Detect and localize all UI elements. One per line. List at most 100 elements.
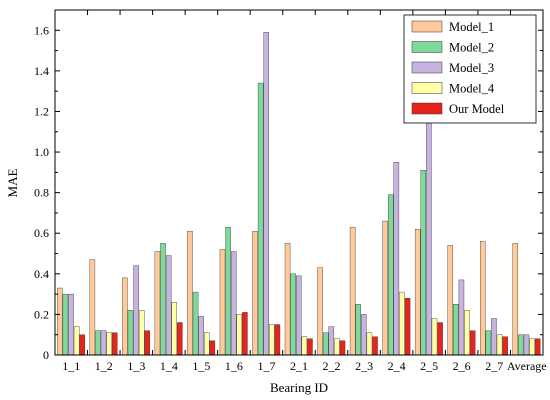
- y-tick-label: 0.4: [34, 267, 49, 281]
- bar-model_1-2_5: [414, 228, 421, 356]
- bar-model_3-2_6: [458, 279, 465, 356]
- legend-swatch-model_4: [411, 82, 443, 94]
- y-tick-label: 0.8: [34, 186, 49, 200]
- bar-model_2-2_5: [420, 170, 427, 356]
- legend-label: Model_4: [449, 82, 495, 96]
- x-tick-label: 2_6: [453, 359, 471, 373]
- bar-model_4-2_4: [399, 291, 405, 356]
- x-axis-ticks: 1_1 1_2 1_3 1_4 1_5 1_6 1_7 2_1 2_2 2_3 2_4 2_5 2_6 2…: [62, 10, 547, 373]
- bar-model_2-average: [518, 334, 524, 356]
- bar-model_3-1_2: [100, 330, 107, 356]
- bar-model_1-average: [512, 243, 519, 356]
- bar-our-model-1_3: [144, 330, 151, 356]
- bar-model_2-2_3: [355, 304, 361, 356]
- bar-model_4-1_6: [236, 314, 243, 356]
- bar-model_3-2_7: [491, 318, 497, 356]
- x-tick-label: 1_7: [257, 359, 275, 373]
- bar-model_3-1_3: [133, 265, 139, 356]
- bar-model_3-average: [523, 334, 530, 356]
- bar-model_4-1_4: [171, 302, 177, 356]
- y-axis-title: MAE: [5, 168, 20, 197]
- bar-model_3-2_5: [426, 101, 432, 356]
- bar-model_4-1_1: [73, 326, 80, 356]
- bar-our-model-1_5: [209, 340, 216, 356]
- bar-our-model-2_1: [307, 338, 313, 356]
- x-tick-label: 2_4: [388, 359, 406, 373]
- bar-model_1-2_6: [447, 245, 453, 356]
- legend-swatch-model_1: [411, 20, 443, 33]
- bar-model_2-2_7: [485, 330, 492, 356]
- bar-model_3-2_3: [361, 314, 367, 356]
- bar-model_4-1_3: [138, 310, 145, 356]
- bar-model_3-1_5: [198, 316, 204, 356]
- x-tick-label: 1_1: [62, 359, 80, 373]
- x-tick-label: 2_3: [355, 359, 373, 373]
- bar-model_1-2_7: [480, 241, 486, 356]
- bar-model_1-1_7: [252, 231, 258, 356]
- x-tick-label: 2_1: [290, 359, 308, 373]
- y-tick-label: 1.0: [34, 145, 49, 159]
- bar-model_4-2_2: [334, 338, 340, 356]
- y-tick-label: 1.4: [34, 64, 49, 78]
- bar-model_1-2_4: [382, 220, 388, 356]
- plot-frame: [54, 9, 544, 356]
- bar-model_4-2_1: [301, 336, 308, 356]
- bar-model_3-1_7: [263, 32, 269, 356]
- bar-model_1-1_3: [122, 277, 128, 356]
- x-tick-label: 2_2: [323, 359, 341, 373]
- bar-model_1-2_2: [317, 267, 323, 356]
- bar-model_3-1_4: [165, 255, 172, 356]
- bar-our-model-2_7: [502, 336, 508, 356]
- bar-model_2-2_4: [388, 194, 394, 356]
- bar-our-model-1_4: [177, 322, 183, 356]
- legend-label: Model_2: [449, 41, 494, 55]
- y-axis-ticks: 0 0.2 0.4 0.6 0.8 1.0 1.2 1.4 1.6: [34, 9, 543, 362]
- bar-model_1-2_1: [284, 243, 291, 356]
- bar-model_2-1_4: [160, 243, 166, 356]
- x-tick-label: Average: [507, 359, 547, 373]
- bar-model_4-1_5: [203, 332, 210, 356]
- y-tick-label: 0.6: [34, 226, 49, 240]
- bar-model_4-2_5: [431, 318, 438, 356]
- legend-label: Model_3: [449, 61, 494, 75]
- bar-model_3-2_2: [328, 326, 335, 356]
- bar-model_2-2_1: [290, 273, 296, 356]
- x-tick-label: 1_5: [192, 359, 210, 373]
- bar-model_2-2_2: [322, 332, 329, 356]
- bar-model_2-2_6: [453, 304, 459, 356]
- bar-model_1-1_6: [219, 249, 226, 356]
- bars-layer: [57, 32, 541, 356]
- bar-model_4-2_3: [366, 332, 373, 356]
- bar-our-model-2_2: [339, 340, 346, 356]
- bar-our-model-2_4: [404, 297, 411, 356]
- x-tick-label: 2_7: [485, 359, 503, 373]
- legend-swatch-model_3: [411, 61, 443, 74]
- bar-our-model-2_3: [372, 336, 378, 356]
- legend-swatch-our-model: [411, 102, 443, 115]
- x-tick-label: 2_5: [420, 359, 438, 373]
- bar-model_3-2_4: [393, 162, 400, 356]
- bar-our-model-2_5: [437, 322, 443, 356]
- bar-model_2-1_2: [95, 330, 101, 356]
- x-tick-label: 1_2: [95, 359, 113, 373]
- bar-model_3-1_6: [230, 251, 237, 356]
- bar-model_2-1_5: [192, 291, 199, 356]
- legend-label: Our Model: [449, 102, 505, 116]
- bar-model_4-average: [529, 338, 535, 356]
- legend: Model_1 Model_2 Model_3 Model_4 Our Model: [403, 14, 537, 124]
- bar-our-model-average: [534, 338, 541, 356]
- bar-model_2-1_7: [257, 82, 264, 356]
- y-tick-label: 1.6: [34, 23, 49, 37]
- bar-model_1-1_4: [154, 251, 161, 356]
- y-tick-label: 1.2: [34, 104, 49, 118]
- bar-model_2-1_1: [62, 293, 69, 356]
- y-tick-label: 0.2: [34, 307, 49, 321]
- bar-our-model-2_6: [469, 330, 476, 356]
- bar-our-model-1_7: [274, 324, 281, 356]
- bar-our-model-1_2: [111, 332, 118, 356]
- bar-model_2-1_3: [127, 310, 134, 356]
- bar-model_1-2_3: [349, 226, 356, 356]
- bar-model_4-1_7: [269, 324, 275, 356]
- x-axis-title: Bearing ID: [270, 380, 328, 395]
